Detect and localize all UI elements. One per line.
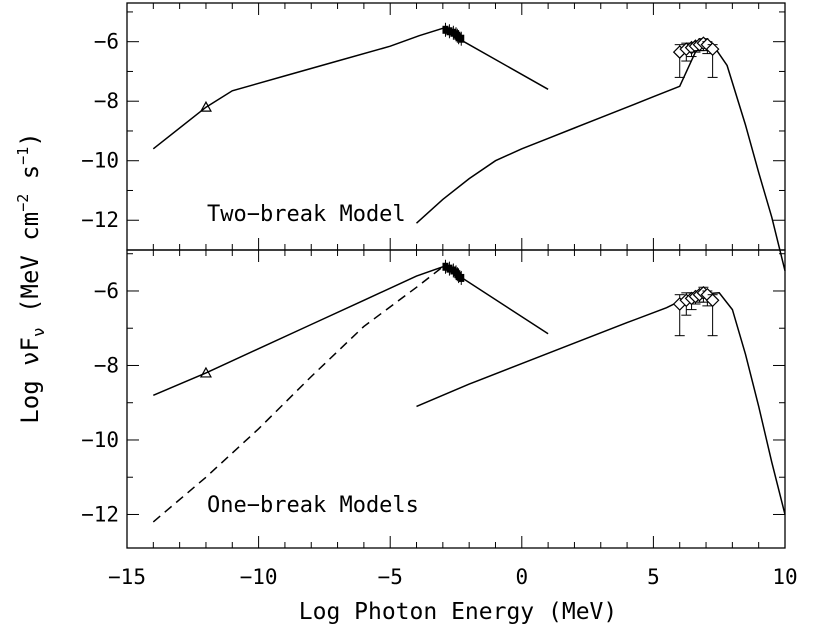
x-tick-label: 0 xyxy=(515,565,528,589)
top-ytick-label: −6 xyxy=(94,30,119,54)
bottom-panel-annotation: One−break Models xyxy=(207,493,419,518)
y-axis-label: Log νFν (MeV cm−2 s−1) xyxy=(14,132,48,423)
y-axis-label-sub: ν xyxy=(29,327,48,337)
x-tick-label: 5 xyxy=(647,565,660,589)
x-tick-label: 10 xyxy=(772,565,797,589)
y-axis-label-exp2: −1 xyxy=(14,147,32,165)
bottom-ytick-label: −12 xyxy=(81,502,119,526)
bottom-ytick-label: −10 xyxy=(81,428,119,452)
x-tick-label: −10 xyxy=(240,565,278,589)
top-diamond-marker xyxy=(705,42,720,56)
top-ytick-label: −8 xyxy=(94,89,119,113)
bottom-triangle-marker xyxy=(199,366,212,378)
bottom-frame xyxy=(126,249,786,549)
top-panel-annotation: Two−break Model xyxy=(207,202,406,227)
bottom-ytick-label: −6 xyxy=(94,279,119,303)
top-ytick-label: −12 xyxy=(81,208,119,232)
bottom-diamond-marker xyxy=(705,293,720,308)
y-axis-label-main: Log νF xyxy=(16,337,44,424)
x-tick-label: −15 xyxy=(108,565,146,589)
y-axis-label-close: ) xyxy=(16,132,44,146)
bottom-ytick-label: −8 xyxy=(94,353,119,377)
bottom-series-synchrotron-steep xyxy=(152,266,444,523)
top-ytick-label: −10 xyxy=(81,149,119,173)
y-axis-label-mid: s xyxy=(16,165,44,194)
bottom-series-inverse-compton xyxy=(416,292,786,515)
top-panel: −6 −8 −10 −12 xyxy=(81,2,786,271)
top-triangle-marker xyxy=(199,100,212,112)
x-axis-label: Log Photon Energy (MeV) xyxy=(299,599,618,625)
y-axis-label-units: (MeV cm xyxy=(16,212,44,328)
top-series-inverse-compton xyxy=(415,45,786,271)
x-axis: −15 −10 −5 0 5 10 xyxy=(108,565,798,589)
x-tick-label: −5 xyxy=(378,565,403,589)
top-series-synchrotron xyxy=(152,27,549,150)
bottom-panel: −6 −8 −10 −12 xyxy=(81,249,786,549)
y-axis-label-exp1: −2 xyxy=(14,194,32,212)
